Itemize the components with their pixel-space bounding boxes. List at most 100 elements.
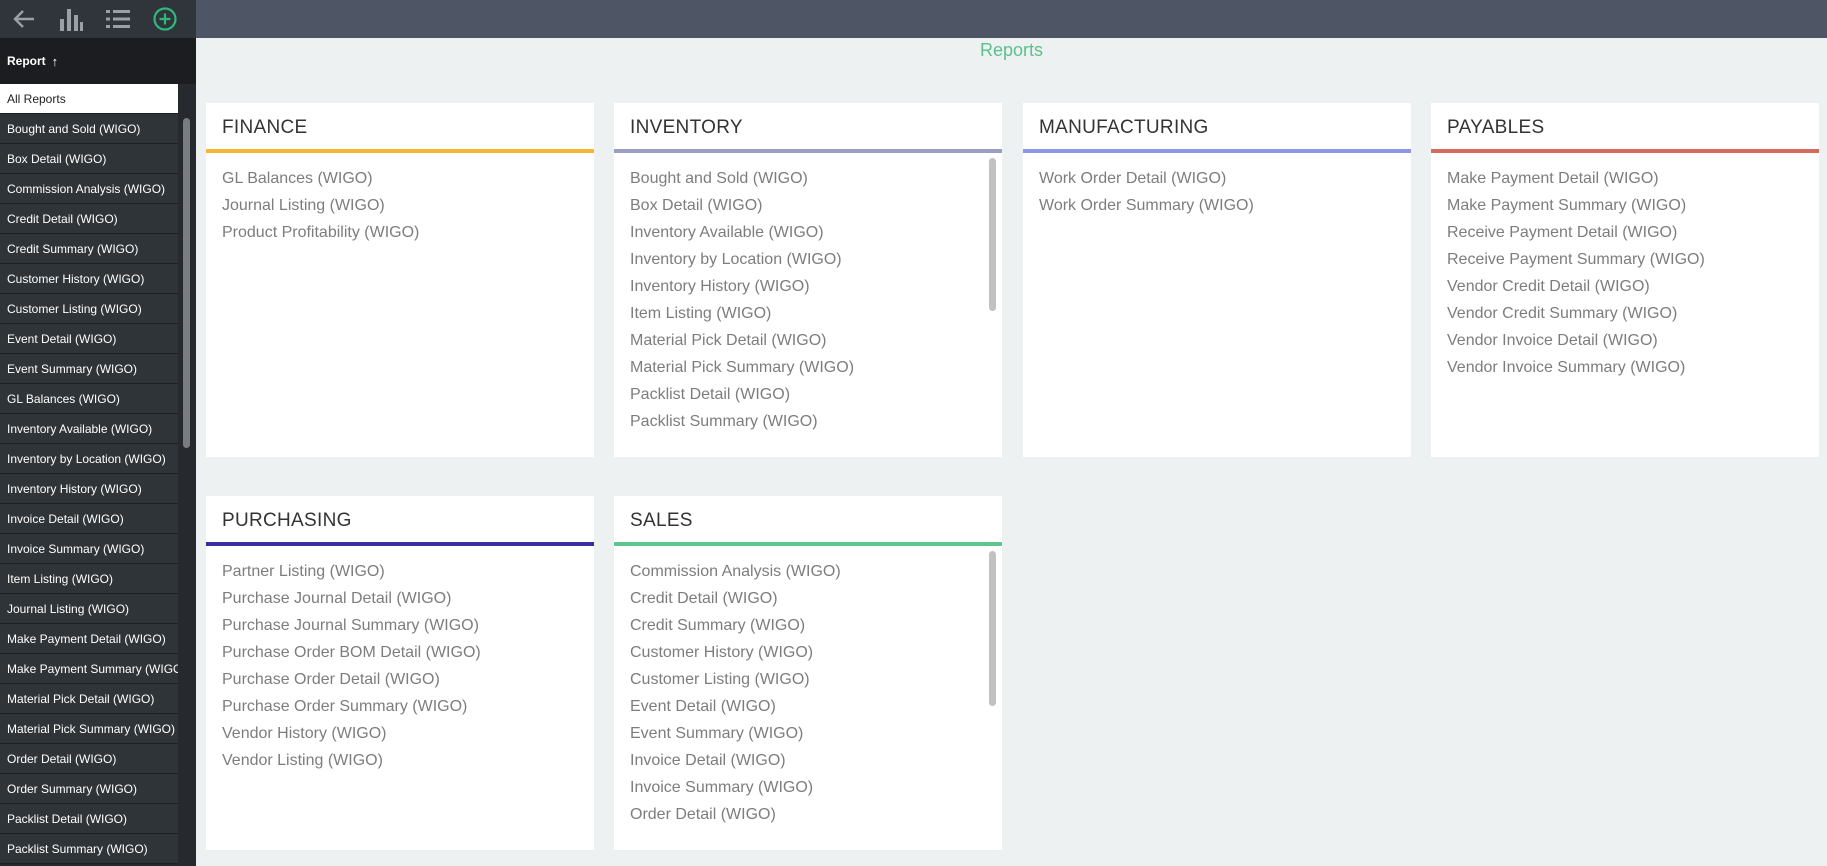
sidebar-report-item[interactable]: Make Payment Summary (WIGO <box>0 654 178 684</box>
report-link[interactable]: GL Balances (WIGO) <box>222 170 373 187</box>
card-rule <box>206 542 594 546</box>
report-link[interactable]: Purchase Journal Summary (WIGO) <box>222 617 479 634</box>
report-link[interactable]: Invoice Detail (WIGO) <box>630 752 786 769</box>
card-title: INVENTORY <box>630 117 743 138</box>
report-link[interactable]: Product Profitability (WIGO) <box>222 224 420 241</box>
card-title: PURCHASING <box>222 510 352 531</box>
report-link[interactable]: Vendor Invoice Detail (WIGO) <box>1447 332 1658 349</box>
report-link[interactable]: Make Payment Summary (WIGO) <box>1447 197 1687 214</box>
sort-arrow-icon: ↑ <box>51 53 59 69</box>
card-scrollbar[interactable] <box>989 551 996 706</box>
card-list: Work Order Detail (WIGO) Work Order Summa… <box>1039 165 1254 219</box>
card-rule <box>1431 149 1819 153</box>
report-link[interactable]: Box Detail (WIGO) <box>630 197 763 214</box>
report-link[interactable]: Partner Listing (WIGO) <box>222 563 385 580</box>
add-circle-icon[interactable] <box>141 0 188 38</box>
sidebar-report-item[interactable]: Event Summary (WIGO) <box>0 354 178 384</box>
sidebar-report-item[interactable]: Packlist Summary (WIGO) <box>0 834 178 864</box>
sidebar-report-item[interactable]: Inventory History (WIGO) <box>0 474 178 504</box>
report-link[interactable]: Vendor Credit Summary (WIGO) <box>1447 305 1678 322</box>
card-sales: SALES Commission Analysis (WIGO) Credit D… <box>614 496 1002 850</box>
report-link[interactable]: Receive Payment Summary (WIGO) <box>1447 251 1705 268</box>
report-link[interactable]: Receive Payment Detail (WIGO) <box>1447 224 1678 241</box>
sidebar: Report ↑ All Reports Bought and Sold (WIG… <box>0 0 196 866</box>
card-payables: PAYABLES Make Payment Detail (WIGO) Make … <box>1431 103 1819 457</box>
report-link[interactable]: Vendor Invoice Summary (WIGO) <box>1447 359 1686 376</box>
card-rule <box>614 149 1002 153</box>
card-scrollbar[interactable] <box>989 158 996 311</box>
sidebar-report-item[interactable]: Box Detail (WIGO) <box>0 144 178 174</box>
report-link[interactable]: Credit Summary (WIGO) <box>630 617 806 634</box>
card-title: FINANCE <box>222 117 308 138</box>
report-link[interactable]: Purchase Order Summary (WIGO) <box>222 698 468 715</box>
sidebar-report-item[interactable]: Credit Summary (WIGO) <box>0 234 178 264</box>
sidebar-report-item[interactable]: Event Detail (WIGO) <box>0 324 178 354</box>
sidebar-toolbar <box>0 0 196 38</box>
sidebar-report-item[interactable]: Make Payment Detail (WIGO) <box>0 624 178 654</box>
report-link[interactable]: Inventory by Location (WIGO) <box>630 251 842 268</box>
card-list: Commission Analysis (WIGO) Credit Detail … <box>630 558 841 828</box>
card-title: PAYABLES <box>1447 117 1545 138</box>
report-link[interactable]: Packlist Summary (WIGO) <box>630 413 818 430</box>
report-link[interactable]: Packlist Detail (WIGO) <box>630 386 791 403</box>
report-link[interactable]: Material Pick Detail (WIGO) <box>630 332 827 349</box>
sidebar-scrollbar-thumb[interactable] <box>183 118 190 448</box>
report-link[interactable]: Customer Listing (WIGO) <box>630 671 810 688</box>
sidebar-report-item[interactable]: Customer Listing (WIGO) <box>0 294 178 324</box>
sidebar-scrollbar[interactable] <box>183 118 191 866</box>
report-link[interactable]: Purchase Journal Detail (WIGO) <box>222 590 452 607</box>
sidebar-report-item[interactable]: Customer History (WIGO) <box>0 264 178 294</box>
sidebar-report-item[interactable]: Inventory Available (WIGO) <box>0 414 178 444</box>
report-link[interactable]: Order Detail (WIGO) <box>630 806 776 823</box>
sidebar-report-item[interactable]: Journal Listing (WIGO) <box>0 594 178 624</box>
report-link[interactable]: Make Payment Detail (WIGO) <box>1447 170 1659 187</box>
card-title: MANUFACTURING <box>1039 117 1209 138</box>
report-link[interactable]: Purchase Order BOM Detail (WIGO) <box>222 644 481 661</box>
report-link[interactable]: Invoice Summary (WIGO) <box>630 779 814 796</box>
sidebar-report-item[interactable]: Commission Analysis (WIGO) <box>0 174 178 204</box>
sidebar-report-item[interactable]: Bought and Sold (WIGO) <box>0 114 178 144</box>
sidebar-report-item[interactable]: Packlist Detail (WIGO) <box>0 804 178 834</box>
sidebar-report-item[interactable]: Credit Detail (WIGO) <box>0 204 178 234</box>
report-list: All Reports Bought and Sold (WIGO) Box Det… <box>0 84 178 864</box>
report-link[interactable]: Vendor Listing (WIGO) <box>222 752 383 769</box>
sidebar-report-item[interactable]: Order Summary (WIGO) <box>0 774 178 804</box>
list-icon[interactable] <box>94 0 141 38</box>
card-list: Make Payment Detail (WIGO) Make Payment S… <box>1447 165 1705 381</box>
sidebar-report-item[interactable]: Order Detail (WIGO) <box>0 744 178 774</box>
report-link[interactable]: Vendor History (WIGO) <box>222 725 387 742</box>
back-arrow-icon[interactable] <box>0 0 47 38</box>
report-link[interactable]: Work Order Detail (WIGO) <box>1039 170 1227 187</box>
sidebar-report-item[interactable]: Material Pick Detail (WIGO) <box>0 684 178 714</box>
report-link[interactable]: Purchase Order Detail (WIGO) <box>222 671 440 688</box>
report-link[interactable]: Item Listing (WIGO) <box>630 305 772 322</box>
card-purchasing: PURCHASING Partner Listing (WIGO) Purchas… <box>206 496 594 850</box>
sidebar-report-item[interactable]: Item Listing (WIGO) <box>0 564 178 594</box>
report-link[interactable]: Commission Analysis (WIGO) <box>630 563 841 580</box>
report-link[interactable]: Credit Detail (WIGO) <box>630 590 778 607</box>
sidebar-report-item[interactable]: GL Balances (WIGO) <box>0 384 178 414</box>
report-link[interactable]: Vendor Credit Detail (WIGO) <box>1447 278 1650 295</box>
report-link[interactable]: Event Summary (WIGO) <box>630 725 804 742</box>
report-link[interactable]: Customer History (WIGO) <box>630 644 814 661</box>
card-list: Bought and Sold (WIGO) Box Detail (WIGO) I… <box>630 165 854 435</box>
sidebar-report-item[interactable]: Invoice Detail (WIGO) <box>0 504 178 534</box>
report-link[interactable]: Inventory Available (WIGO) <box>630 224 824 241</box>
report-link[interactable]: Journal Listing (WIGO) <box>222 197 385 214</box>
report-link[interactable]: Work Order Summary (WIGO) <box>1039 197 1254 214</box>
report-link[interactable]: Material Pick Summary (WIGO) <box>630 359 855 376</box>
sidebar-report-item[interactable]: Material Pick Summary (WIGO) <box>0 714 178 744</box>
card-manufacturing: MANUFACTURING Work Order Detail (WIGO) Wo… <box>1023 103 1411 457</box>
bar-chart-icon[interactable] <box>47 0 94 38</box>
sort-header[interactable]: Report ↑ <box>0 38 196 84</box>
card-rule <box>1023 149 1411 153</box>
sidebar-report-item[interactable]: Inventory by Location (WIGO) <box>0 444 178 474</box>
report-link[interactable]: Event Detail (WIGO) <box>630 698 776 715</box>
report-link[interactable]: Bought and Sold (WIGO) <box>630 170 808 187</box>
card-rule <box>206 149 594 153</box>
card-list: GL Balances (WIGO) Journal Listing (WIGO)… <box>222 165 419 246</box>
report-link[interactable]: Inventory History (WIGO) <box>630 278 810 295</box>
top-header <box>196 0 1827 38</box>
sidebar-report-item[interactable]: Invoice Summary (WIGO) <box>0 534 178 564</box>
sidebar-report-item[interactable]: All Reports <box>0 84 178 114</box>
